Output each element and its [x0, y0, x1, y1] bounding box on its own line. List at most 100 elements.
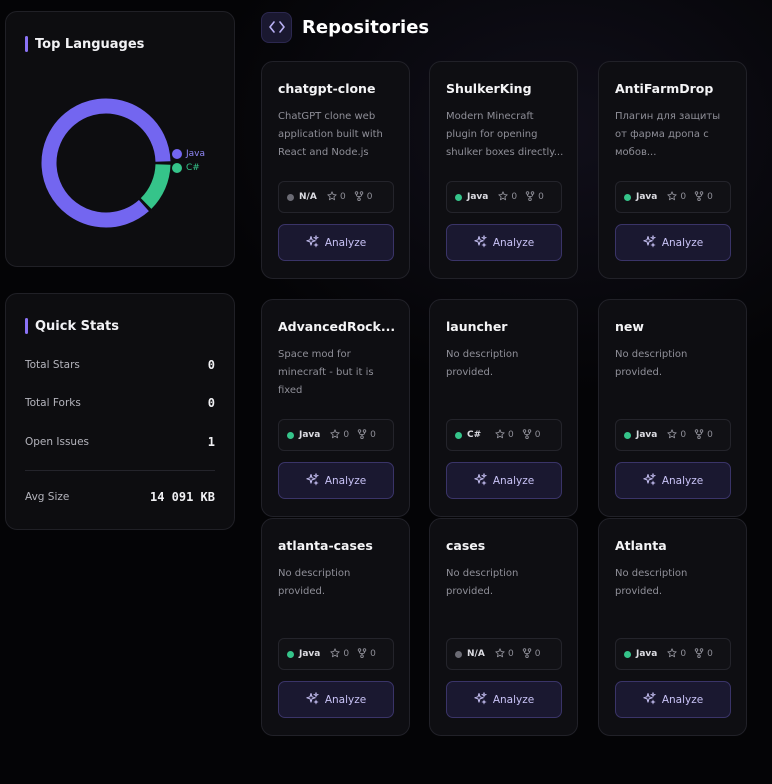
analyze-label: Analyze: [492, 693, 535, 706]
analyze-button[interactable]: Analyze: [278, 681, 394, 718]
repo-card[interactable]: launcher No description provided. C# 0 0 Anal…: [429, 299, 578, 517]
repo-card[interactable]: ShulkerKing Modern Minecraft plugin for o…: [429, 61, 578, 279]
language-dot: [455, 193, 462, 201]
star-icon: [667, 190, 680, 204]
analyze-button[interactable]: Analyze: [446, 224, 562, 261]
fork-icon: [525, 190, 538, 204]
repo-name[interactable]: chatgpt-clone: [278, 81, 376, 96]
repo-language: Java: [636, 192, 658, 202]
stat-total-forks: Total Forks 0: [25, 396, 215, 410]
star-icon: [330, 647, 343, 661]
star-icon: [495, 647, 508, 661]
star-icon: [498, 190, 511, 204]
repo-name[interactable]: launcher: [446, 319, 508, 334]
analyze-button[interactable]: Analyze: [615, 462, 731, 499]
repo-description: Modern Minecraft plugin for opening shul…: [446, 111, 564, 158]
repo-description: ChatGPT clone web application built with…: [278, 111, 383, 158]
repo-card[interactable]: new No description provided. Java 0 0 Analyze: [598, 299, 747, 517]
top-languages-title: Top Languages: [25, 36, 144, 52]
donut-slice-csharp[interactable]: [140, 163, 171, 209]
forks-value: 0: [707, 649, 713, 659]
title-accent-bar: [25, 318, 28, 334]
legend-swatch: [172, 149, 182, 159]
fork-icon: [694, 647, 707, 661]
language-dot: [624, 431, 631, 439]
stars-value: 0: [343, 430, 350, 440]
star-icon: [327, 190, 340, 204]
repo-meta: Java 0 0: [615, 181, 731, 213]
repo-meta: C# 0 0: [446, 419, 562, 451]
repo-name[interactable]: Atlanta: [615, 538, 667, 553]
repo-description: No description provided.: [615, 349, 688, 378]
forks-count: 0: [525, 190, 544, 204]
analyze-button[interactable]: Analyze: [278, 224, 394, 261]
analyze-button[interactable]: Analyze: [615, 224, 731, 261]
repo-name[interactable]: ShulkerKing: [446, 81, 532, 96]
forks-count: 0: [354, 190, 373, 204]
sparkles-icon: [643, 234, 662, 251]
donut-slice-java[interactable]: [41, 98, 171, 228]
stat-open-issues: Open Issues 1: [25, 435, 215, 449]
repo-card[interactable]: AdvancedRock... Space mod for minecraft -…: [261, 299, 410, 517]
repo-meta: Java 0 0: [615, 419, 731, 451]
analyze-label: Analyze: [661, 693, 704, 706]
stars-count: 0: [327, 190, 346, 204]
repo-description: Плагин для защиты от фарма дропа с мобов…: [615, 111, 721, 158]
sparkles-icon: [643, 691, 662, 708]
language-dot: [287, 650, 294, 658]
analyze-label: Analyze: [492, 474, 535, 487]
legend-item[interactable]: C#: [172, 161, 205, 175]
stars-count: 0: [498, 190, 517, 204]
repo-card[interactable]: atlanta-cases No description provided. Jav…: [261, 518, 410, 736]
page-title: Repositories: [302, 16, 430, 38]
repo-card[interactable]: Atlanta No description provided. Java 0 0 Ana…: [598, 518, 747, 736]
repo-language: Java: [299, 649, 321, 659]
repo-meta: Java 0 0: [615, 638, 731, 670]
stat-avg-size: Avg Size 14 091 KB: [25, 490, 215, 504]
stars-count: 0: [330, 428, 350, 442]
stats-divider: [25, 470, 215, 471]
repo-card[interactable]: chatgpt-clone ChatGPT clone web applicati…: [261, 61, 410, 279]
fork-icon: [522, 428, 535, 442]
fork-icon: [357, 428, 370, 442]
repo-name[interactable]: new: [615, 319, 644, 334]
sparkles-icon: [643, 472, 662, 489]
forks-value: 0: [370, 649, 376, 659]
languages-donut-chart: [41, 98, 171, 228]
sparkles-icon: [306, 472, 325, 489]
analyze-button[interactable]: Analyze: [446, 681, 562, 718]
stars-value: 0: [680, 430, 687, 440]
legend-item[interactable]: Java: [172, 147, 205, 161]
legend-label: C#: [186, 163, 200, 173]
forks-count: 0: [694, 647, 713, 661]
repo-name[interactable]: atlanta-cases: [278, 538, 373, 553]
repo-card[interactable]: cases No description provided. N/A 0 0 Analyz…: [429, 518, 578, 736]
sparkles-icon: [306, 691, 325, 708]
quick-stats-title: Quick Stats: [25, 318, 119, 334]
forks-value: 0: [366, 192, 373, 202]
repo-card[interactable]: AntiFarmDrop Плагин для защиты от фарма д…: [598, 61, 747, 279]
analyze-button[interactable]: Analyze: [278, 462, 394, 499]
repo-name[interactable]: cases: [446, 538, 486, 553]
analyze-button[interactable]: Analyze: [615, 681, 731, 718]
repositories-header: Repositories: [261, 11, 429, 43]
forks-value: 0: [538, 192, 544, 202]
stat-label: Open Issues: [25, 436, 90, 448]
sparkles-icon: [474, 472, 493, 489]
forks-count: 0: [357, 647, 376, 661]
forks-value: 0: [370, 430, 376, 440]
fork-icon: [694, 428, 707, 442]
analyze-label: Analyze: [324, 693, 367, 706]
star-icon: [667, 428, 680, 442]
repo-name[interactable]: AntiFarmDrop: [615, 81, 714, 96]
title-accent-bar: [25, 36, 28, 52]
analyze-label: Analyze: [492, 236, 535, 249]
repo-name[interactable]: AdvancedRock...: [278, 319, 396, 334]
star-icon: [495, 428, 508, 442]
sparkles-icon: [474, 234, 493, 251]
legend-swatch: [172, 163, 182, 173]
star-icon: [330, 428, 343, 442]
stars-value: 0: [508, 649, 514, 659]
sparkles-icon: [474, 691, 493, 708]
analyze-button[interactable]: Analyze: [446, 462, 562, 499]
